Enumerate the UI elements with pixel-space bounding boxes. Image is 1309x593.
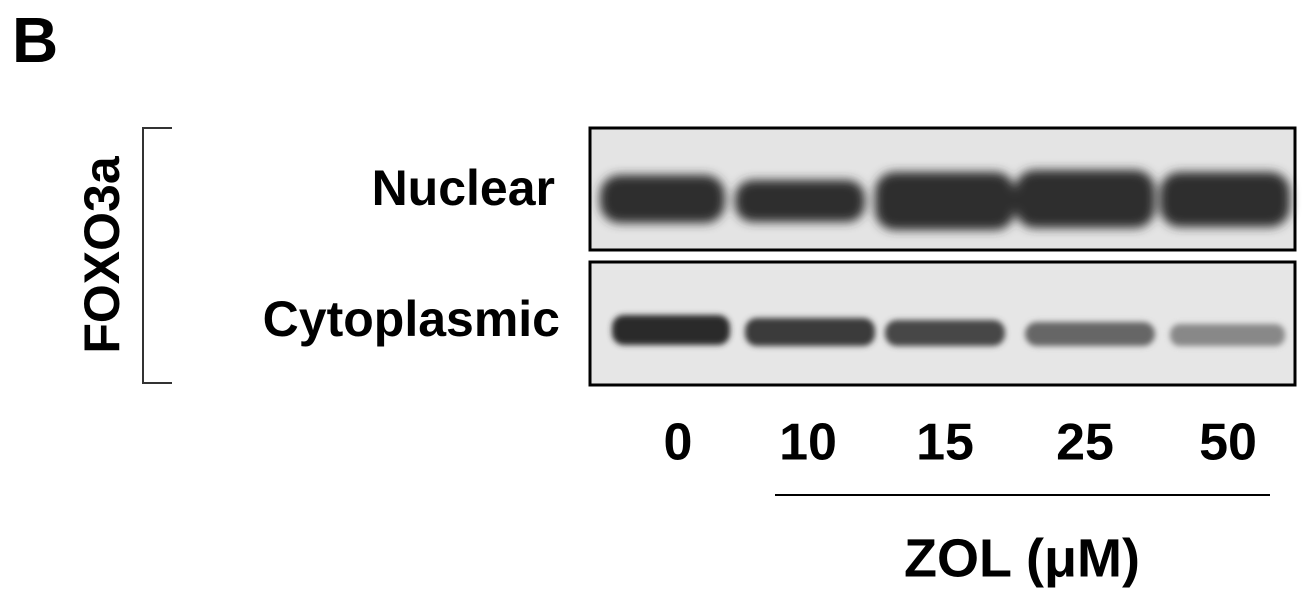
treatment-label: ZOL (μM) [904, 528, 1140, 588]
lane-label: 10 [779, 414, 837, 472]
fraction-label: Nuclear [372, 160, 555, 216]
lane-label: 0 [664, 414, 693, 472]
protein-label: FOXO3a [74, 155, 130, 353]
bracket [142, 127, 172, 384]
blot-cytoplasmic [588, 260, 1297, 387]
blot-nuclear [588, 126, 1297, 252]
lane-label: 25 [1056, 414, 1114, 472]
lane-label: 15 [916, 414, 974, 472]
fraction-label: Cytoplasmic [263, 291, 560, 347]
lane-label: 50 [1199, 414, 1257, 472]
panel-label: B [12, 4, 58, 76]
